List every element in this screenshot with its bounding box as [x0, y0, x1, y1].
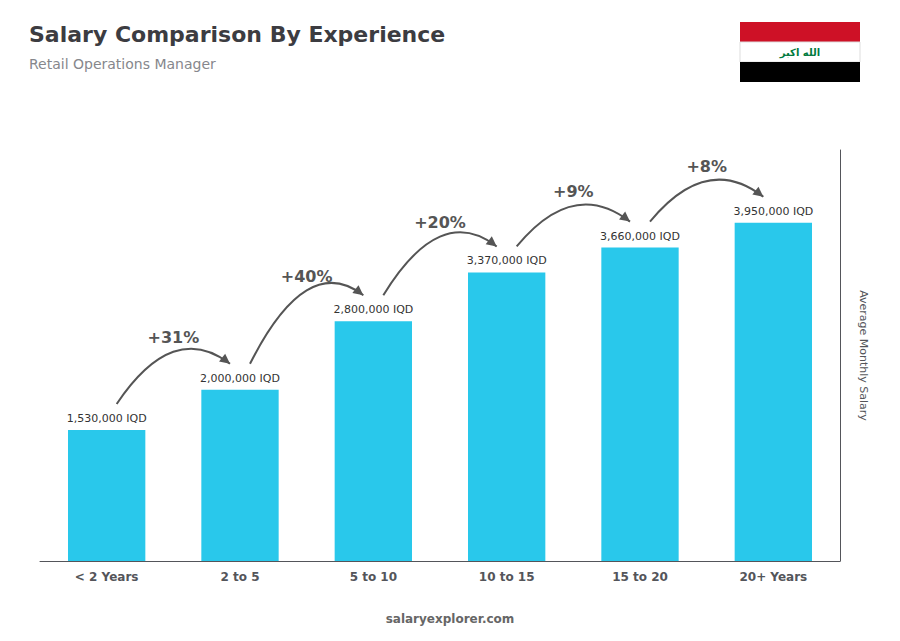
- svg-text:+9%: +9%: [553, 182, 594, 201]
- svg-text:الله اكبر: الله اكبر: [779, 47, 820, 59]
- svg-text:< 2 Years: < 2 Years: [75, 570, 139, 584]
- svg-text:3,370,000 IQD: 3,370,000 IQD: [467, 254, 547, 267]
- svg-text:+31%: +31%: [147, 328, 199, 347]
- svg-text:20+ Years: 20+ Years: [739, 570, 807, 584]
- svg-text:+8%: +8%: [686, 157, 727, 176]
- svg-text:15 to 20: 15 to 20: [612, 570, 668, 584]
- svg-text:salaryexplorer.com: salaryexplorer.com: [386, 612, 515, 626]
- svg-text:Retail Operations Manager: Retail Operations Manager: [29, 56, 216, 72]
- svg-text:2 to 5: 2 to 5: [220, 570, 259, 584]
- svg-text:10 to 15: 10 to 15: [479, 570, 535, 584]
- svg-text:2,800,000 IQD: 2,800,000 IQD: [333, 303, 413, 316]
- svg-text:Average Monthly Salary: Average Monthly Salary: [857, 290, 870, 421]
- svg-text:3,950,000 IQD: 3,950,000 IQD: [733, 205, 813, 218]
- svg-text:3,660,000 IQD: 3,660,000 IQD: [600, 230, 680, 243]
- svg-text:1,530,000 IQD: 1,530,000 IQD: [67, 412, 147, 425]
- svg-text:+40%: +40%: [281, 267, 333, 286]
- svg-text:+20%: +20%: [414, 213, 466, 232]
- svg-text:5 to 10: 5 to 10: [350, 570, 397, 584]
- svg-text:Salary Comparison By Experienc: Salary Comparison By Experience: [29, 22, 445, 47]
- svg-text:2,000,000 IQD: 2,000,000 IQD: [200, 372, 280, 385]
